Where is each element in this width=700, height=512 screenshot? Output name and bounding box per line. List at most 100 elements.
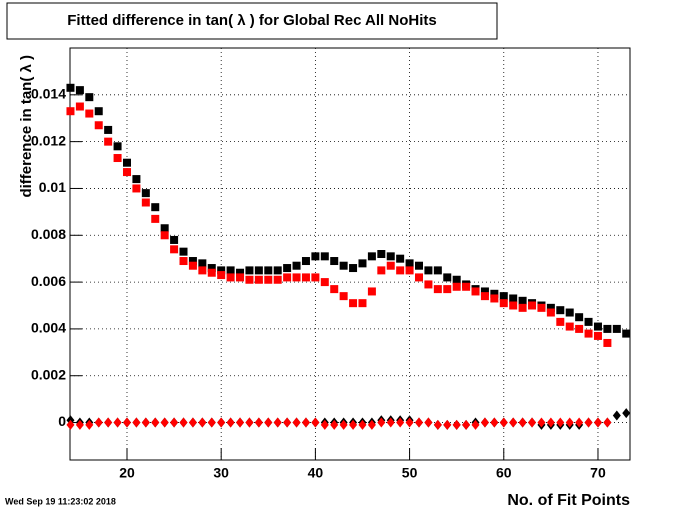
diamond-marker [330, 419, 339, 430]
square-marker [283, 264, 292, 273]
square-marker [132, 175, 141, 184]
square-marker [377, 250, 386, 258]
chart-title: Fitted difference in tan( λ ) for Global… [67, 12, 436, 29]
diamond-marker [160, 417, 169, 428]
diamond-marker [85, 419, 94, 430]
y-tick-label: 0.002 [31, 366, 66, 382]
square-marker [75, 86, 84, 95]
square-marker [509, 294, 518, 303]
diamond-marker [462, 419, 471, 430]
square-marker [612, 324, 621, 333]
diamond-marker [179, 417, 188, 428]
diamond-marker [367, 419, 376, 430]
y-tick-label: 0.008 [31, 226, 66, 242]
square-marker [509, 301, 518, 310]
title-box [6, 2, 498, 40]
diamond-marker [301, 417, 310, 428]
diamond-marker [283, 417, 292, 428]
square-marker [179, 257, 188, 266]
diamond-marker [593, 417, 602, 428]
diamond-marker [122, 417, 131, 428]
square-marker [207, 264, 216, 273]
y-tick-label: 0.012 [31, 132, 66, 148]
square-marker [414, 273, 423, 282]
diamond-marker [75, 419, 84, 430]
y-tick-label: 0.014 [31, 86, 66, 102]
square-marker [424, 266, 433, 275]
square-marker [207, 268, 216, 277]
diamond-marker [273, 417, 282, 428]
square-marker [283, 273, 292, 282]
square-marker [264, 266, 273, 275]
square-marker [565, 322, 574, 331]
diamond-marker [292, 417, 301, 428]
x-tick-label: 30 [213, 465, 229, 481]
square-marker [254, 275, 263, 284]
square-marker [593, 322, 602, 331]
diamond-marker [188, 417, 197, 428]
square-marker [301, 257, 310, 266]
diamond-marker [396, 417, 405, 428]
square-marker [518, 303, 527, 312]
diamond-marker [320, 419, 329, 430]
square-marker [320, 252, 329, 261]
square-marker [104, 125, 113, 134]
square-marker [141, 198, 150, 207]
diamond-marker [556, 417, 565, 428]
square-marker [160, 224, 169, 233]
square-marker [462, 282, 471, 291]
square-marker [565, 308, 574, 317]
diamond-marker [480, 417, 489, 428]
square-marker [537, 303, 546, 312]
square-marker [151, 203, 160, 212]
timestamp: Wed Sep 19 11:23:02 2018 [5, 496, 116, 506]
square-marker [471, 287, 480, 296]
square-marker [405, 266, 414, 275]
diamond-marker [622, 408, 631, 419]
square-marker [330, 257, 339, 266]
square-marker [94, 107, 103, 116]
diamond-marker [452, 419, 461, 430]
square-marker [226, 273, 235, 282]
square-marker [198, 259, 207, 268]
square-marker [264, 275, 273, 284]
square-marker [575, 313, 584, 322]
square-marker [443, 273, 452, 282]
diamond-marker [528, 417, 537, 428]
square-marker [433, 285, 442, 294]
square-marker [330, 285, 339, 294]
square-marker [245, 266, 254, 275]
diamond-marker [443, 419, 452, 430]
square-marker [499, 299, 508, 308]
square-marker [170, 245, 179, 254]
x-tick-label: 60 [496, 465, 512, 481]
square-marker [490, 289, 499, 298]
square-marker [104, 137, 113, 146]
square-marker [528, 301, 537, 310]
y-tick-label: 0.01 [39, 179, 66, 195]
diamond-marker [236, 417, 245, 428]
square-marker [499, 292, 508, 301]
square-marker [433, 266, 442, 275]
square-marker [452, 282, 461, 291]
diamond-marker [565, 417, 574, 428]
diamond-marker [405, 417, 414, 428]
square-marker [367, 287, 376, 296]
diamond-marker [264, 417, 273, 428]
square-marker [113, 142, 122, 151]
diamond-marker [170, 417, 179, 428]
y-axis-label: difference in tan( λ ) [18, 55, 35, 198]
diamond-marker [207, 417, 216, 428]
square-marker [405, 259, 414, 268]
square-marker [386, 261, 395, 270]
diamond-marker [499, 417, 508, 428]
square-marker [396, 266, 405, 275]
square-marker [301, 273, 310, 282]
square-marker [236, 273, 245, 282]
diamond-marker [575, 417, 584, 428]
diamond-marker [537, 417, 546, 428]
diamond-marker [386, 417, 395, 428]
diamond-marker [113, 417, 122, 428]
square-marker [556, 317, 565, 326]
